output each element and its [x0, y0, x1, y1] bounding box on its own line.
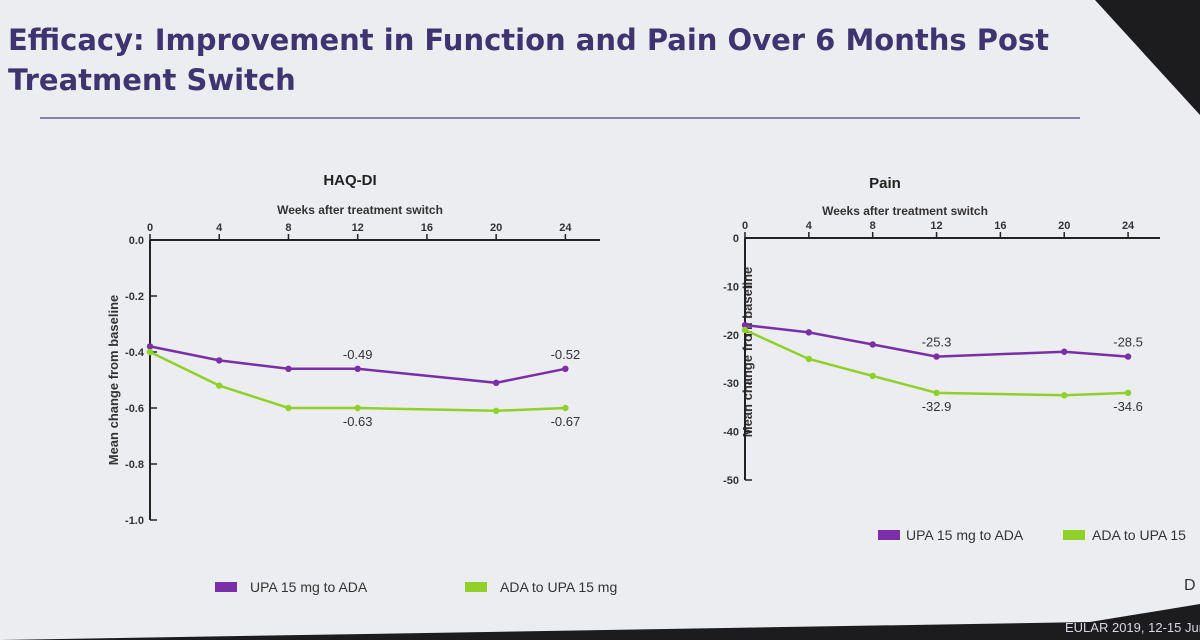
x-tick-label: 0 — [147, 222, 153, 234]
x-tick-label: 20 — [490, 222, 502, 234]
data-label: -28.5 — [1113, 335, 1143, 350]
data-label: -0.49 — [343, 347, 373, 362]
haq-di-chart: HAQ-DI Weeks after treatment switch Mean c… — [106, 172, 617, 595]
data-point — [216, 382, 223, 389]
data-point — [492, 407, 500, 414]
x-tick-label: 4 — [216, 222, 223, 234]
x-tick-label: 16 — [421, 222, 433, 234]
data-point — [492, 379, 500, 386]
x-tick-label: 0 — [742, 220, 748, 232]
data-label: -25.3 — [922, 335, 952, 350]
data-label: -34.6 — [1113, 399, 1143, 414]
slide-title-line2: Treatment Switch — [8, 63, 296, 97]
y-tick-label: -20 — [723, 330, 739, 342]
x-tick-label: 24 — [1122, 220, 1135, 232]
chart-title: Pain — [869, 175, 901, 192]
y-tick-label: -0.4 — [125, 347, 145, 359]
data-point — [562, 404, 569, 412]
corner-mark: D — [1184, 577, 1196, 594]
y-tick-label: -1.0 — [125, 515, 144, 527]
x-tick-label: 20 — [1058, 220, 1070, 232]
data-point — [562, 365, 569, 372]
data-label: -32.9 — [922, 399, 952, 414]
data-point — [285, 404, 292, 412]
series-line-0 — [149, 345, 566, 385]
data-point — [146, 348, 154, 356]
series-line-1 — [149, 350, 566, 413]
y-tick-label: -40 — [723, 427, 739, 439]
y-axis-label: Mean change from baseline — [740, 267, 755, 438]
data-point — [354, 365, 361, 372]
legend-swatch — [465, 582, 487, 592]
x-axis-label: Weeks after treatment switch — [822, 204, 988, 218]
x-axis-label: Weeks after treatment switch — [277, 203, 443, 217]
footer-text: EULAR 2019, 12-15 June 2019 — [1065, 620, 1200, 635]
legend-swatch — [1063, 530, 1085, 540]
data-point — [1124, 353, 1132, 360]
data-point — [869, 341, 876, 348]
slide-title-line1: Efficacy: Improvement in Function and Pa… — [8, 23, 1049, 57]
data-point — [1124, 389, 1132, 397]
chart-title: HAQ-DI — [323, 172, 376, 189]
x-tick-label: 12 — [352, 222, 364, 234]
data-point — [869, 372, 876, 380]
legend-swatch — [878, 530, 900, 540]
data-point — [216, 357, 223, 364]
legend-label: ADA to UPA 15 mg — [500, 579, 617, 595]
data-label: -0.67 — [551, 414, 581, 429]
y-tick-label: -10 — [723, 281, 739, 293]
data-point — [933, 389, 940, 397]
y-tick-label: -0.8 — [125, 459, 144, 471]
legend-label: UPA 15 mg to ADA — [906, 527, 1024, 543]
data-label: -0.63 — [343, 414, 373, 429]
y-tick-label: 0.0 — [129, 235, 144, 247]
y-tick-label: -50 — [723, 475, 739, 487]
x-tick-label: 8 — [285, 222, 291, 234]
legend-swatch — [215, 582, 237, 592]
data-point — [805, 329, 813, 336]
pain-chart: Pain Weeks after treatment switch Mean cha… — [723, 175, 1186, 543]
data-point — [741, 326, 749, 334]
series-line-0 — [744, 323, 1129, 358]
data-point — [354, 404, 361, 412]
x-tick-label: 24 — [559, 222, 572, 234]
y-tick-label: 0 — [733, 233, 739, 245]
x-tick-label: 12 — [930, 220, 942, 232]
y-tick-label: -30 — [723, 378, 739, 390]
data-point — [285, 365, 292, 372]
legend-label: UPA 15 mg to ADA — [250, 579, 368, 595]
data-point — [741, 321, 749, 329]
data-point — [146, 343, 154, 350]
y-tick-label: -0.6 — [125, 403, 144, 415]
series-line-1 — [744, 328, 1129, 397]
data-point — [1061, 392, 1068, 399]
x-tick-label: 8 — [870, 220, 876, 232]
x-tick-label: 4 — [806, 220, 813, 232]
data-point — [805, 355, 813, 363]
y-tick-label: -0.2 — [125, 291, 144, 303]
x-tick-label: 16 — [994, 220, 1006, 232]
data-label: -0.52 — [551, 347, 581, 362]
y-axis-label: Mean change from baseline — [106, 295, 121, 466]
legend-label: ADA to UPA 15 — [1092, 527, 1186, 543]
data-point — [1061, 348, 1068, 355]
data-point — [933, 353, 940, 360]
